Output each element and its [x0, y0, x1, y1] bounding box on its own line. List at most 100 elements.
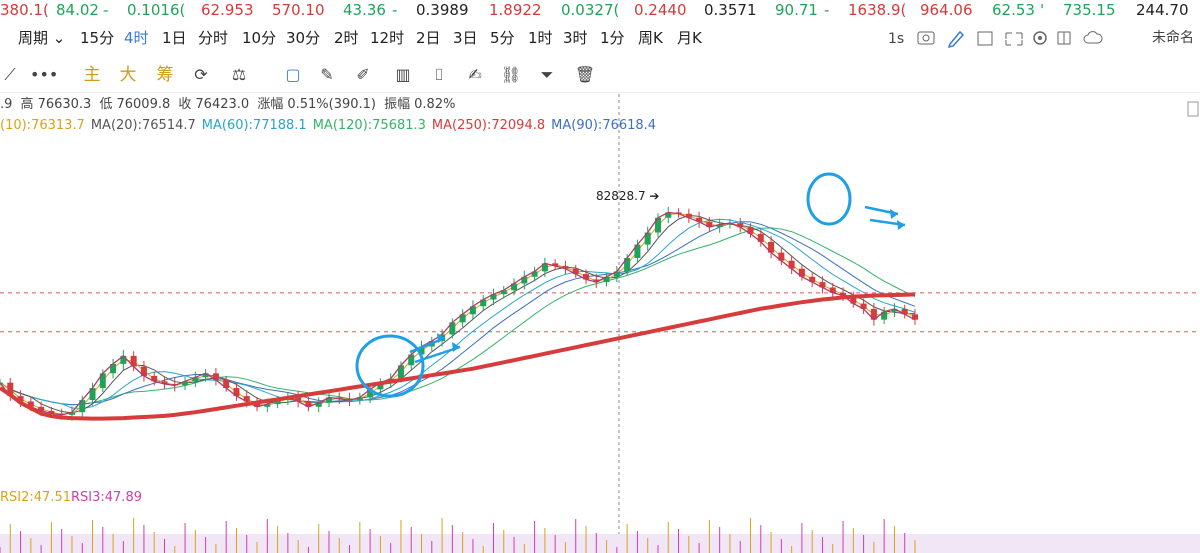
candle-body-81 [829, 287, 836, 293]
layout-icon[interactable] [1057, 31, 1071, 45]
period-4[interactable]: 10分 [242, 29, 277, 47]
period-5[interactable]: 30分 [286, 29, 321, 47]
candle-icon[interactable]: ▥ [395, 65, 411, 84]
ticker-value[interactable]: 1.8922 [489, 1, 542, 19]
ticker-value[interactable]: ' [1040, 1, 1045, 19]
period-12[interactable]: 3时 [563, 29, 588, 47]
crop-icon[interactable] [977, 31, 993, 46]
candle-body-20 [202, 373, 209, 378]
ma60-line [0, 218, 916, 410]
annotation-arrow-1 [414, 345, 461, 364]
ticker-value[interactable]: - [824, 1, 830, 19]
period-14[interactable]: 周K [638, 29, 663, 47]
rect-icon[interactable]: ▢ [285, 65, 301, 84]
ruler-icon[interactable]: ✎ [320, 65, 334, 84]
period-bar: 周期 ⌄ 15分 4时 1日 分时 10分 30分 2时 12时 2日 3日 5分 1时 3时 1分 周K 月… [0, 24, 1200, 52]
candle-body-48 [490, 294, 497, 300]
note-icon[interactable]: ✍ [468, 65, 482, 84]
rsi-panel-bg [0, 534, 1200, 553]
ticker-value[interactable]: 244.70 [1136, 1, 1189, 19]
low-value: 76009.8 [116, 97, 171, 112]
candle-body-64 [654, 217, 661, 233]
camera-icon[interactable] [917, 31, 935, 45]
layout-name[interactable]: 未命名 [1152, 30, 1194, 46]
candle-body-44 [449, 322, 456, 335]
annotation-circle-2 [806, 172, 852, 226]
ma-legend: (10):76313.7 MA(20):76514.7 MA(60):77188.1… [0, 117, 662, 135]
ticker-value[interactable]: 964.06 [920, 1, 973, 19]
ma90-line [0, 221, 916, 406]
candle-body-57 [583, 274, 590, 280]
candle-body-63 [644, 232, 651, 245]
ticker-value[interactable]: 84.02 [56, 1, 99, 19]
candle-body-32 [325, 397, 332, 403]
candle-body-47 [480, 299, 487, 307]
scroll-handle [1187, 101, 1199, 117]
annotation-arrowhead-3 [897, 220, 905, 230]
candle-body-82 [840, 292, 847, 296]
zhu-label[interactable]: 主 [83, 65, 101, 85]
ticker-value[interactable]: 90.71 [775, 1, 818, 19]
candle-body-56 [572, 268, 579, 275]
compare-icon[interactable]: ⚖ [231, 65, 247, 84]
trash-icon[interactable]: 🗑 [574, 65, 596, 84]
ohlc-info: .9 高 76630.3 低 76009.8 收 76423.0 涨幅 0.51%(39… [0, 96, 459, 114]
ticker-value[interactable]: 62.53 [992, 1, 1035, 19]
candle-body-67 [685, 213, 692, 218]
bucket-icon[interactable]: ⌷ [434, 65, 444, 84]
ticker-value[interactable]: 570.10 [272, 1, 325, 19]
settings-icon[interactable] [1033, 31, 1047, 45]
candle-body-68 [696, 217, 703, 222]
da-label[interactable]: 大 [119, 65, 137, 85]
period-9[interactable]: 3日 [453, 29, 478, 47]
cycle-selector[interactable]: 周期 ⌄ [18, 29, 66, 47]
candle-body-2 [17, 396, 24, 402]
ticker-value[interactable]: 735.15 [1063, 1, 1116, 19]
ticker-value[interactable]: 0.2440 [634, 1, 687, 19]
cloud-icon[interactable] [1083, 31, 1103, 44]
filter-icon[interactable]: ⏷ [540, 65, 554, 84]
pen-icon[interactable] [947, 30, 965, 49]
ticker-value[interactable]: - [392, 1, 398, 19]
period-0[interactable]: 15分 [80, 29, 115, 47]
period-7[interactable]: 12时 [370, 29, 405, 47]
candle-body-19 [192, 377, 199, 382]
ticker-value[interactable]: 0.3989 [416, 1, 469, 19]
period-3[interactable]: 分时 [198, 29, 229, 47]
period-2[interactable]: 1日 [162, 29, 187, 47]
period-11[interactable]: 1时 [528, 29, 553, 47]
line-tool-icon[interactable]: ⟋ [4, 65, 16, 84]
brush-icon[interactable]: ✐ [356, 65, 370, 84]
ticker-value[interactable]: 0.1016( [127, 1, 186, 19]
candle-body-69 [706, 221, 713, 228]
price-chart[interactable]: 82828.7 ➔ [0, 94, 1200, 553]
period-13[interactable]: 1分 [600, 29, 625, 47]
candle-body-70 [716, 224, 723, 228]
close-label: 收 [178, 97, 192, 112]
cycle-label: 周期 [18, 29, 49, 47]
period-1[interactable]: 4时 [124, 29, 149, 47]
ticker-value[interactable]: 43.36 [343, 1, 386, 19]
link-icon[interactable]: ⛓ [500, 65, 522, 84]
ticker-value[interactable]: 380.1( [0, 1, 49, 19]
ticker-value[interactable]: 0.0327( [561, 1, 620, 19]
ticker-value[interactable]: 1638.9( [848, 1, 907, 19]
fullscreen-icon[interactable] [1005, 32, 1023, 46]
more-icon[interactable]: ••• [30, 65, 59, 84]
ma120-line [0, 227, 916, 406]
period-15[interactable]: 月K [677, 29, 702, 47]
candle-body-21 [212, 373, 219, 380]
ticker-value[interactable]: - [103, 1, 109, 19]
refresh-icon[interactable]: ⟳ [194, 65, 208, 84]
ticker-value[interactable]: 0.3571 [704, 1, 757, 19]
chou-label[interactable]: 筹 [156, 65, 174, 85]
candle-body-77 [788, 260, 795, 269]
candle-body-49 [500, 290, 507, 295]
ticker-value[interactable]: 62.953 [201, 1, 254, 19]
ma-legend-item-2: MA(60):77188.1 [201, 118, 307, 133]
period-8[interactable]: 2日 [416, 29, 441, 47]
period-6[interactable]: 2时 [334, 29, 359, 47]
candle-body-22 [223, 380, 230, 389]
candle-body-7 [68, 412, 75, 415]
period-10[interactable]: 5分 [490, 29, 515, 47]
